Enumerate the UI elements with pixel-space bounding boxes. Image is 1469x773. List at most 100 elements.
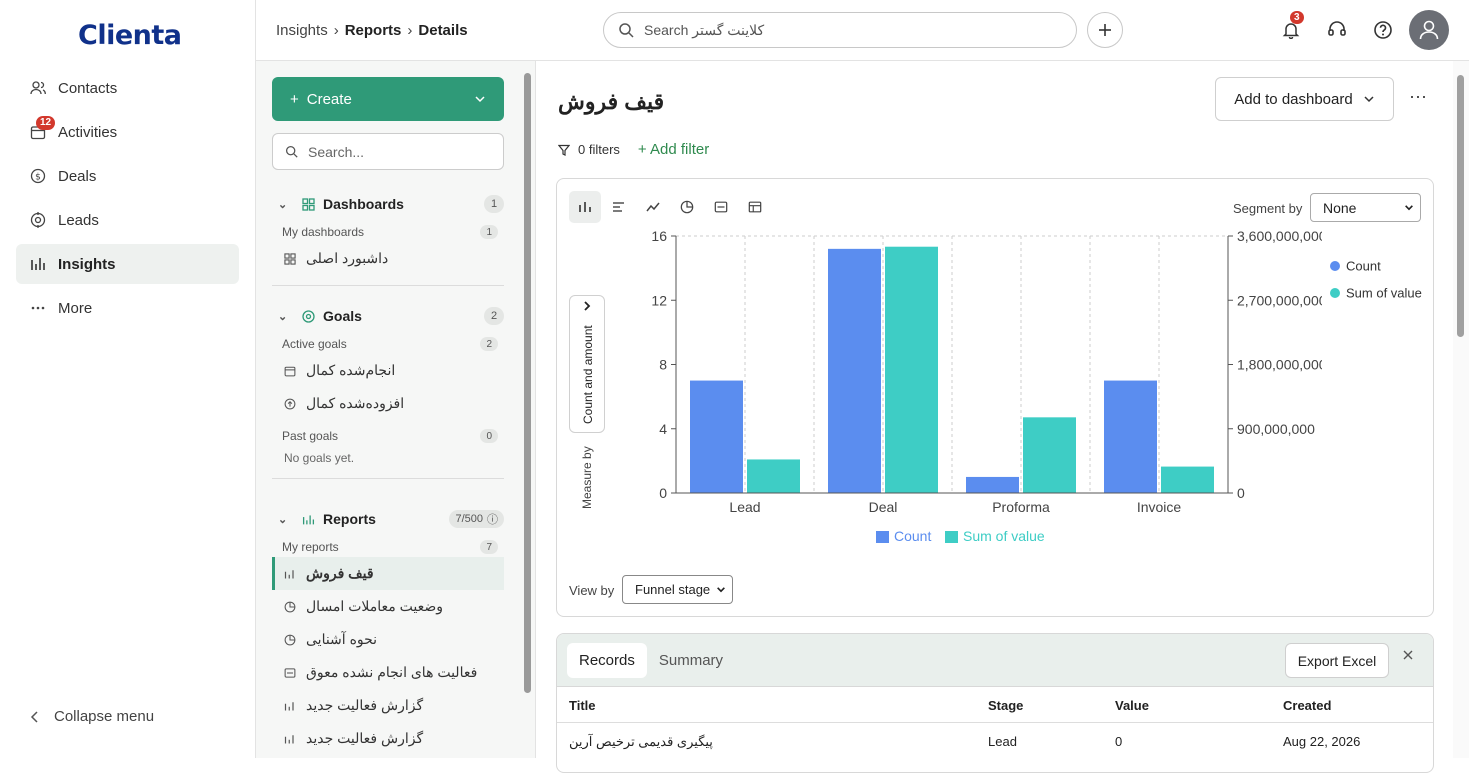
chart-type-line-button[interactable] xyxy=(637,191,669,223)
chart-bars xyxy=(690,246,1214,493)
y-right-tick-label: 3,600,000,000 xyxy=(1237,228,1327,244)
user-avatar[interactable] xyxy=(1409,10,1449,50)
goal-item[interactable]: انجام‌شده کمال xyxy=(272,354,504,387)
funnel-bar-chart: Lead Deal Proforma Invoice 0 4 8 12 16 0 900,000,0… xyxy=(651,228,1421,544)
goal-icon xyxy=(302,309,315,323)
nav-label: Contacts xyxy=(58,79,118,97)
report-item[interactable]: گزارش فعالیت جدید xyxy=(272,689,504,722)
bar-sum-of-value xyxy=(747,459,800,493)
breadcrumb-separator: › xyxy=(407,22,413,39)
main-scrollbar-thumb[interactable] xyxy=(1457,75,1464,337)
breadcrumb-reports[interactable]: Reports xyxy=(344,22,402,39)
nav-item-contacts[interactable]: Contacts xyxy=(16,68,239,108)
table-row[interactable]: پیگیری قدیمی ترخیص آرین Lead 0 Aug 22, 2… xyxy=(557,723,1433,759)
cell-title[interactable]: پیگیری قدیمی ترخیص آرین xyxy=(569,734,713,749)
breadcrumb-insights[interactable]: Insights xyxy=(276,22,328,39)
subsection-label: My dashboards xyxy=(282,225,365,239)
chart-type-pie-button[interactable] xyxy=(671,191,703,223)
user-icon xyxy=(1418,19,1440,41)
reports-title: Reports xyxy=(323,511,376,527)
calendar-icon xyxy=(284,365,296,377)
dashboards-section: ⌄ Dashboards 1 My dashboards 1 داشبورد اص… xyxy=(272,192,504,286)
legend-swatch xyxy=(876,531,889,543)
quick-add-button[interactable] xyxy=(1087,12,1123,48)
subsection-label: My reports xyxy=(282,540,339,554)
y-left-tick-label: 16 xyxy=(651,228,667,244)
bar-sum-of-value xyxy=(1023,417,1076,493)
report-item[interactable]: فعالیت های انجام نشده معوق xyxy=(272,656,504,689)
nav-item-more[interactable]: More xyxy=(16,288,239,328)
create-button[interactable]: + Create xyxy=(272,77,504,121)
table-icon xyxy=(748,200,762,214)
line-chart-icon xyxy=(646,200,660,214)
segment-by-select[interactable]: None xyxy=(1310,193,1421,222)
add-filter-button[interactable]: + Add filter xyxy=(637,141,710,158)
more-icon xyxy=(30,300,46,316)
table-column-headers: Title Stage Value Created xyxy=(557,687,1433,723)
close-icon[interactable] xyxy=(1403,650,1413,660)
section-divider xyxy=(272,478,504,479)
nav-item-leads[interactable]: Leads xyxy=(16,200,239,240)
cell-created: Aug 22, 2026 xyxy=(1283,734,1361,749)
dashboard-item[interactable]: داشبورد اصلی xyxy=(272,242,504,275)
report-item[interactable]: وضعیت معاملات امسال xyxy=(272,590,504,623)
past-goals-label: Past goals 0 xyxy=(272,426,504,446)
chevron-down-icon xyxy=(1404,204,1414,211)
export-excel-button[interactable]: Export Excel xyxy=(1285,643,1389,678)
pie-chart-icon xyxy=(284,601,296,613)
chart-type-table-button[interactable] xyxy=(739,191,771,223)
report-item-active[interactable]: قیف فروش xyxy=(272,557,504,590)
tab-summary[interactable]: Summary xyxy=(658,651,724,669)
active-goals-count: 2 xyxy=(480,337,498,351)
chevron-left-icon xyxy=(30,710,40,724)
nav-item-insights[interactable]: Insights xyxy=(16,244,239,284)
panel-scrollbar[interactable] xyxy=(520,61,536,758)
panel-scrollbar-thumb[interactable] xyxy=(524,73,531,693)
nav-label: Activities xyxy=(58,123,118,141)
nav-item-deals[interactable]: $ Deals xyxy=(16,156,239,196)
dashboards-header[interactable]: ⌄ Dashboards 1 xyxy=(272,192,504,216)
goal-item[interactable]: افزوده‌شده کمال xyxy=(272,387,504,420)
more-options-button[interactable]: ⋯ xyxy=(1409,87,1427,108)
goals-section: ⌄ Goals 2 Active goals 2 انجام‌شده کمال ا… xyxy=(272,304,504,479)
chart-type-bar-button[interactable] xyxy=(569,191,601,223)
help-icon xyxy=(1373,20,1393,40)
nav-item-activities[interactable]: 12 Activities xyxy=(16,112,239,152)
filters-count[interactable]: 0 filters xyxy=(578,142,620,157)
reports-header[interactable]: ⌄ Reports 7/500 ⓘ xyxy=(272,507,504,531)
column-header-value[interactable]: Value xyxy=(1115,698,1149,713)
measure-by-value: Count and amount xyxy=(581,325,595,424)
panel-search-input[interactable]: Search... xyxy=(272,133,504,170)
horizontal-bar-icon xyxy=(612,200,626,214)
bar-chart-icon xyxy=(284,733,296,745)
deals-icon: $ xyxy=(30,168,46,184)
column-header-created[interactable]: Created xyxy=(1283,698,1332,713)
view-by-select[interactable]: Funnel stage xyxy=(622,575,733,604)
add-to-dashboard-label: Add to dashboard xyxy=(1234,90,1353,108)
chart-type-scorecard-button[interactable] xyxy=(705,191,737,223)
collapse-menu-button[interactable]: Collapse menu xyxy=(30,708,154,725)
tab-records[interactable]: Records xyxy=(567,642,647,678)
add-to-dashboard-button[interactable]: Add to dashboard xyxy=(1215,77,1394,121)
main-navigation: Clienta Contacts 12 Activities $ Deals L… xyxy=(0,0,256,758)
my-reports-count: 7 xyxy=(480,540,498,554)
notifications-button[interactable]: 3 xyxy=(1280,11,1304,41)
reports-count-text: 7/500 xyxy=(455,513,483,525)
chart-type-horizontal-bar-button[interactable] xyxy=(603,191,635,223)
reports-icon xyxy=(302,513,315,526)
column-header-title[interactable]: Title xyxy=(569,698,596,713)
report-item[interactable]: نحوه آشنایی xyxy=(272,623,504,656)
panel-search-placeholder: Search... xyxy=(308,143,365,160)
help-button[interactable] xyxy=(1372,19,1394,41)
bell-icon xyxy=(1282,21,1300,39)
main-scrollbar[interactable] xyxy=(1453,61,1469,758)
cell-stage: Lead xyxy=(988,734,1017,749)
support-button[interactable] xyxy=(1326,19,1348,41)
report-item[interactable]: گزارش فعالیت جدید xyxy=(272,722,504,755)
column-header-stage[interactable]: Stage xyxy=(988,698,1024,713)
global-search-input[interactable]: Search کلاینت گستر xyxy=(603,12,1077,48)
pie-chart-icon xyxy=(284,634,296,646)
chevron-down-icon xyxy=(716,586,726,593)
goals-header[interactable]: ⌄ Goals 2 xyxy=(272,304,504,328)
measure-by-select[interactable]: Count and amount xyxy=(569,295,605,433)
